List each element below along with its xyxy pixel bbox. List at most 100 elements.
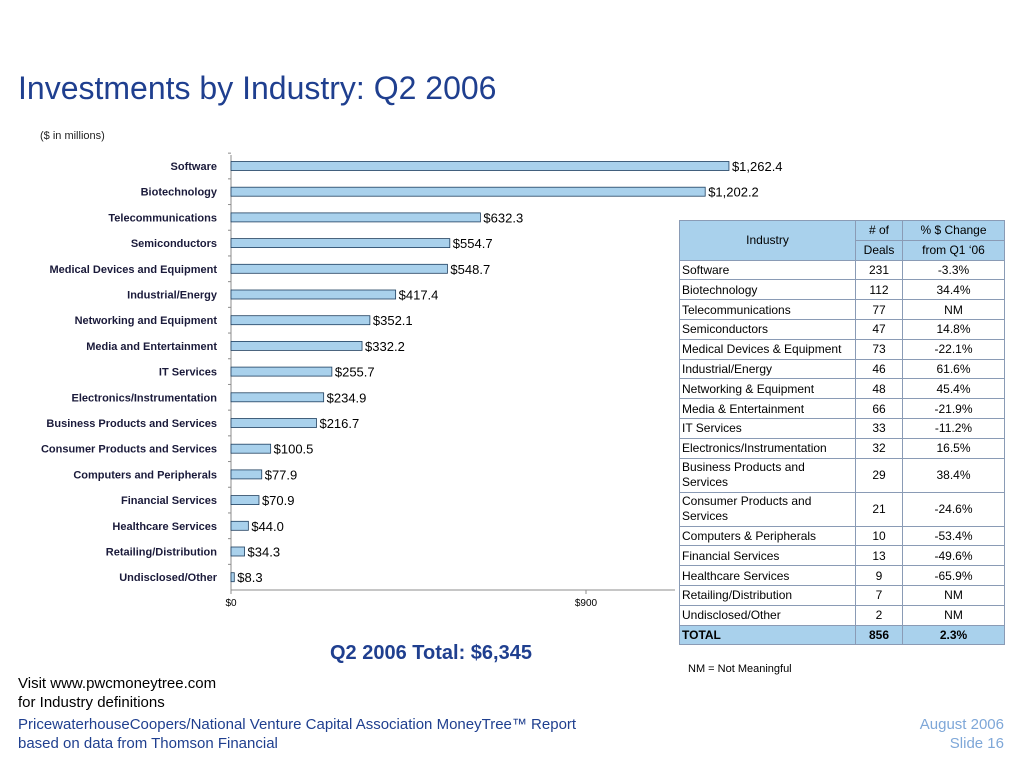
category-label: Software (171, 161, 217, 173)
data-label: $216.7 (319, 416, 359, 431)
row-industry: Electronics/Instrumentation (679, 437, 856, 459)
bar (230, 443, 272, 454)
bar (230, 418, 317, 428)
row-change: NM (902, 299, 1005, 320)
category-label: Biotechnology (141, 187, 218, 199)
row-industry: Networking & Equipment (679, 378, 856, 400)
category-label: Retailing/Distribution (106, 547, 218, 559)
table-header-row-2: Deals from Q1 ‘06 (680, 239, 1005, 261)
bar (230, 469, 263, 480)
data-label: $548.7 (450, 262, 490, 277)
data-label: $554.7 (453, 236, 493, 251)
data-label: $8.3 (237, 570, 262, 585)
data-label: $77.9 (265, 467, 298, 482)
row-deals: 13 (855, 545, 903, 567)
bar (230, 263, 448, 274)
x-tick-label: $0 (225, 598, 237, 609)
slide-number: Slide 16 (949, 735, 1004, 752)
row-industry: Undisclosed/Other (679, 604, 856, 626)
row-change: 61.6% (902, 358, 1005, 380)
investment-bar-chart: $0 $900 Software $1,262.4 Biotechnology $1,20… (41, 152, 783, 609)
row-industry: Computers & Peripherals (679, 525, 856, 547)
category-label: Financial Services (121, 495, 217, 507)
bar (230, 546, 245, 557)
row-industry: Business Products and Services (679, 457, 856, 493)
category-label: Medical Devices and Equipment (50, 264, 218, 276)
row-industry: Media & Entertainment (679, 398, 856, 419)
table-row: Electronics/Instrumentation 32 16.5% (679, 437, 1005, 459)
header-change-line1: % $ Change (902, 220, 1005, 241)
table-row: Medical Devices & Equipment 73 -22.1% (679, 338, 1005, 360)
row-deals: 33 (855, 417, 903, 439)
table-header-row: Industry # of % $ Change (679, 220, 1005, 261)
row-deals: 231 (855, 259, 903, 281)
table-row: Industrial/Energy 46 61.6% (679, 358, 1005, 380)
bar (230, 315, 371, 326)
row-industry: Healthcare Services (679, 565, 856, 586)
table-row: Financial Services 13 -49.6% (679, 545, 1005, 567)
table-row: IT Services 33 -11.2% (679, 417, 1005, 439)
row-change: -53.4% (902, 525, 1005, 547)
bar (230, 392, 325, 403)
category-label: Media and Entertainment (86, 341, 217, 353)
row-change: 14.8% (902, 318, 1005, 340)
bar (230, 212, 481, 223)
row-change: 45.4% (902, 378, 1005, 400)
data-label: $100.5 (274, 442, 314, 457)
header-deals-line2: Deals (855, 239, 903, 261)
category-label: IT Services (159, 367, 217, 379)
table-row: Telecommunications 77 NM (679, 299, 1005, 320)
table-row: Computers & Peripherals 10 -53.4% (679, 525, 1005, 547)
deals-table: Industry # of % $ Change Deals from Q1 ‘… (679, 220, 1005, 646)
row-industry: Retailing/Distribution (679, 584, 856, 606)
data-label: $1,202.2 (708, 185, 759, 200)
data-label: $255.7 (335, 365, 375, 380)
bar (230, 366, 333, 377)
row-industry: Consumer Products and Services (679, 491, 856, 527)
row-change: -3.3% (902, 259, 1005, 281)
category-label: Networking and Equipment (75, 315, 218, 327)
row-deals: 9 (855, 565, 903, 586)
row-deals: 112 (855, 279, 903, 301)
row-industry: Telecommunications (679, 299, 856, 320)
total-label: TOTAL (679, 624, 856, 646)
source-footer: PricewaterhouseCoopers/National Venture … (18, 715, 576, 753)
category-label: Healthcare Services (112, 521, 217, 533)
row-change: -22.1% (902, 338, 1005, 360)
table-row: Semiconductors 47 14.8% (679, 318, 1005, 340)
row-deals: 46 (855, 358, 903, 380)
category-label: Electronics/Instrumentation (72, 392, 218, 404)
category-label: Business Products and Services (46, 418, 217, 430)
table-total-row: TOTAL 856 2.3% (679, 624, 1005, 646)
data-label: $352.1 (373, 313, 413, 328)
row-industry: Software (679, 259, 856, 281)
category-label: Computers and Peripherals (73, 469, 217, 481)
bar (230, 340, 363, 351)
nm-footnote: NM = Not Meaningful (688, 663, 792, 675)
row-deals: 77 (855, 299, 903, 320)
row-deals: 29 (855, 457, 903, 493)
row-deals: 7 (855, 584, 903, 606)
row-change: -49.6% (902, 545, 1005, 567)
table-row: Software 231 -3.3% (679, 259, 1005, 281)
category-label: Telecommunications (108, 212, 217, 224)
row-change: -21.9% (902, 398, 1005, 419)
header-industry: Industry (679, 220, 856, 261)
row-deals: 32 (855, 437, 903, 459)
data-label: $417.4 (399, 288, 439, 303)
visit-line-2: for Industry definitions (18, 694, 165, 711)
table-row: Consumer Products and Services 21 -24.6% (679, 491, 1005, 527)
source-line-1: PricewaterhouseCoopers/National Venture … (18, 716, 577, 733)
row-industry: Biotechnology (679, 279, 856, 301)
data-label: $332.2 (365, 339, 405, 354)
data-label: $632.3 (483, 210, 523, 225)
row-industry: Semiconductors (679, 318, 856, 340)
source-line-2: based on data from Thomson Financial (18, 735, 278, 752)
header-change-line2: from Q1 ‘06 (902, 239, 1005, 261)
header-deals-line1: # of (855, 220, 903, 241)
row-deals: 66 (855, 398, 903, 419)
row-change: 34.4% (902, 279, 1005, 301)
bar (230, 495, 260, 506)
table-row: Undisclosed/Other 2 NM (679, 604, 1005, 626)
row-deals: 73 (855, 338, 903, 360)
